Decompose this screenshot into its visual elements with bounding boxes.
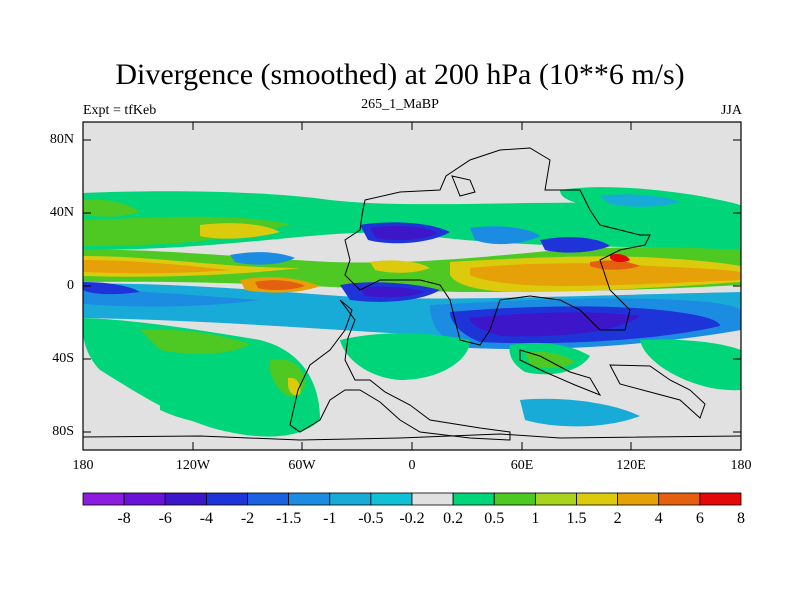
colorbar-label: -0.5 <box>358 510 384 527</box>
colorbar <box>82 492 742 506</box>
y-tick-label: 80N <box>49 132 74 147</box>
experiment-label: Expt = tfKeb <box>83 103 157 118</box>
colorbar-swatch <box>288 492 331 506</box>
colorbar-swatch <box>534 492 577 506</box>
x-tick-label: 120E <box>616 458 646 473</box>
colorbar-swatch <box>699 492 742 506</box>
y-tick-label: 80S <box>52 424 74 439</box>
colorbar-swatch <box>411 492 454 506</box>
colorbar-label: 1.5 <box>566 510 587 527</box>
run-label: 265_1_MaBP <box>361 97 439 112</box>
colorbar-label: -8 <box>117 510 131 527</box>
colorbar-label: 8 <box>737 510 745 527</box>
colorbar-swatch <box>658 492 701 506</box>
y-tick-label: 40N <box>49 205 74 220</box>
colorbar-label: -0.2 <box>399 510 425 527</box>
colorbar-label: 0.2 <box>443 510 464 527</box>
colorbar-label: 2 <box>613 510 622 527</box>
x-tick-label: 0 <box>408 458 416 473</box>
colorbar-label: 1 <box>531 510 540 527</box>
colorbar-swatch <box>617 492 660 506</box>
colorbar-label: 6 <box>695 510 704 527</box>
divergence-field <box>83 187 741 437</box>
colorbar-swatch <box>493 492 536 506</box>
y-tick-label: 40S <box>52 351 74 366</box>
x-tick-label: 60E <box>510 458 534 473</box>
colorbar-swatch <box>123 492 166 506</box>
colorbar-swatch <box>370 492 413 506</box>
colorbar-swatch <box>164 492 207 506</box>
colorbar-label: 0.5 <box>484 510 505 527</box>
colorbar-swatch <box>82 492 125 506</box>
coastline-overlay <box>83 147 741 441</box>
axis-ticks <box>82 122 742 450</box>
colorbar-swatch <box>205 492 248 506</box>
season-label: JJA <box>720 103 742 118</box>
x-tick-label: 120W <box>175 458 211 473</box>
map-title: Divergence (smoothed) at 200 hPa (10**6 … <box>115 58 685 91</box>
x-tick-label: 180 <box>730 458 752 473</box>
x-tick-label: 60W <box>288 458 316 473</box>
colorbar-swatch <box>329 492 372 506</box>
colorbar-swatch <box>452 492 495 506</box>
colorbar-label: 4 <box>654 510 663 527</box>
colorbar-label: -4 <box>199 510 214 527</box>
colorbar-label: -1.5 <box>275 510 302 527</box>
colorbar-swatch <box>247 492 290 506</box>
colorbar-label: -6 <box>158 510 172 527</box>
colorbar-label: -1 <box>323 510 337 527</box>
colorbar-label: -2 <box>240 510 255 527</box>
x-tick-label: 180 <box>72 458 94 473</box>
y-tick-label: 0 <box>67 278 74 293</box>
colorbar-swatch <box>576 492 619 506</box>
